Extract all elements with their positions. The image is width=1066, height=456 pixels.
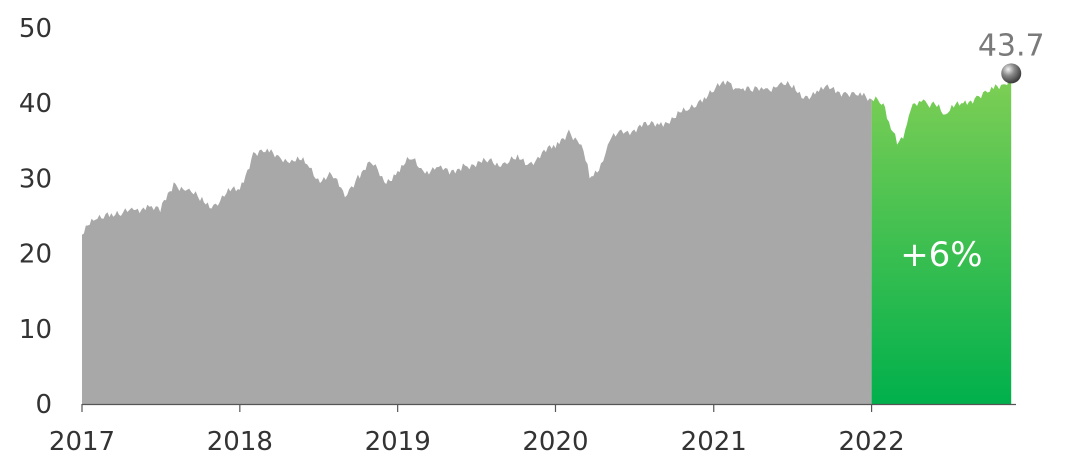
highlight-change-label: +6%: [900, 235, 982, 275]
history-area: [82, 80, 872, 404]
x-tick-label: 2019: [365, 427, 431, 456]
x-axis-ticks: 2017 2018 2019 2020 2021 2022: [49, 404, 905, 456]
end-value-marker: [1001, 63, 1022, 84]
x-tick-label: 2021: [681, 427, 747, 456]
y-tick-label: 20: [19, 240, 52, 270]
end-value-label: 43.7: [978, 28, 1045, 63]
x-tick-label: 2020: [522, 427, 588, 456]
y-tick-label: 30: [19, 164, 52, 194]
y-axis-tick-labels: 0 10 20 30 40 50: [19, 14, 52, 420]
x-tick-label: 2022: [838, 427, 904, 456]
highlight-area: [871, 75, 1012, 405]
y-tick-label: 0: [35, 390, 52, 420]
x-tick-label: 2017: [49, 427, 115, 456]
y-tick-label: 40: [19, 89, 52, 119]
y-tick-label: 50: [19, 14, 52, 44]
x-tick-label: 2018: [207, 427, 273, 456]
y-tick-label: 10: [19, 315, 52, 345]
